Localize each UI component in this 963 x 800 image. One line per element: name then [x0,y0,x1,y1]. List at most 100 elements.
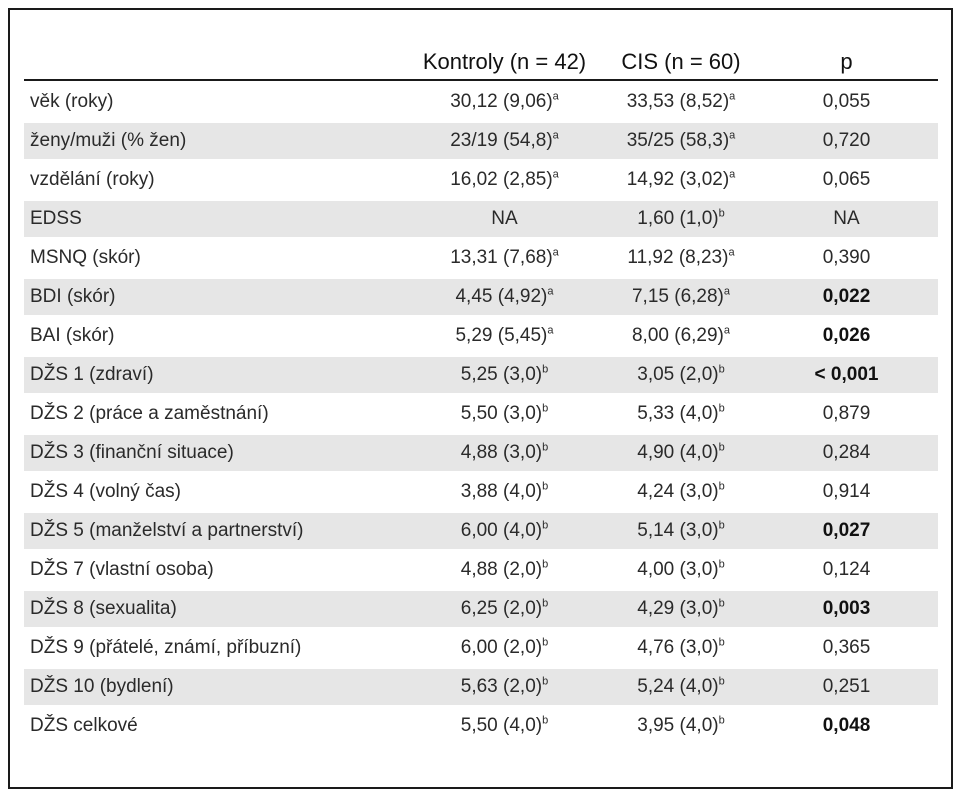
row-label: EDSS [24,201,402,237]
cis-value: 5,33 (4,0)b [607,396,755,432]
kontroly-value: 5,50 (3,0)b [402,396,607,432]
cis-value: 5,14 (3,0)b [607,513,755,549]
table-row: BAI (skór) 5,29 (5,45)a 8,00 (6,29)a 0,026 [24,318,938,354]
table-row: BDI (skór) 4,45 (4,92)a 7,15 (6,28)a 0,022 [24,279,938,315]
kontroly-value-text: 6,00 (4,0) [460,520,543,541]
p-value: 0,284 [755,435,938,471]
footnote-marker: a [729,90,736,103]
cis-value: 1,60 (1,0)b [607,201,755,237]
p-value: 0,124 [822,559,871,580]
kontroly-value-text: 30,12 (9,06) [450,91,553,112]
p-value: 0,914 [822,481,871,502]
table-row: DŽS 8 (sexualita) 6,25 (2,0)b 4,29 (3,0)b 0… [24,591,938,627]
footnote-marker: b [718,675,725,688]
footnote-marker: a [729,129,736,142]
row-label: DŽS 9 (přátelé, známí, příbuzní) [30,637,302,658]
kontroly-value: 3,88 (4,0)b [402,474,607,510]
footnote-marker: a [728,246,735,259]
table-header: Kontroly (n = 42) CIS (n = 60) p [24,41,938,81]
row-label: BDI (skór) [24,279,402,315]
row-label: DŽS 4 (volný čas) [30,481,181,502]
footnote-marker: b [718,558,725,571]
cis-value-text: 4,90 (4,0) [637,442,719,463]
footnote-marker: b [542,363,549,376]
header-label-column [24,41,402,81]
cis-value: 5,24 (4,0)b [607,669,755,705]
table-row: DŽS 10 (bydlení) 5,63 (2,0)b 5,24 (4,0)b 0,… [24,669,938,705]
kontroly-value: 30,12 (9,06)a [402,84,607,120]
table-row: DŽS 7 (vlastní osoba) 4,88 (2,0)b 4,00 (3,… [24,552,938,588]
cis-value-text: 14,92 (3,02) [626,169,730,190]
kontroly-value-text: 5,25 (3,0) [460,364,543,385]
cis-value: 11,92 (8,23)a [607,240,755,276]
kontroly-value: 6,00 (2,0)b [402,630,607,666]
footnote-marker: a [552,129,559,142]
footnote-marker: b [542,597,549,610]
row-label: DŽS 3 (finanční situace) [24,435,402,471]
kontroly-value: 4,88 (2,0)b [402,552,607,588]
kontroly-value: 4,45 (4,92)a [402,279,607,315]
table-row: věk (roky) 30,12 (9,06)a 33,53 (8,52)a 0,05… [24,84,938,120]
cis-value-text: 1,60 (1,0) [637,208,719,229]
cis-value-text: 11,92 (8,23) [627,247,729,268]
kontroly-value: 5,63 (2,0)b [402,669,607,705]
footnote-marker: b [718,636,725,649]
kontroly-value-text: 4,88 (3,0) [460,442,543,463]
cis-value-text: 35/25 (58,3) [626,130,730,151]
kontroly-value-text: 4,45 (4,92) [455,286,548,307]
header-p-value: p [755,41,938,81]
cis-value-text: 4,76 (3,0) [637,637,719,658]
kontroly-value: 6,00 (4,0)b [402,513,607,549]
footnote-marker: a [729,168,736,181]
table-row: vzdělání (roky) 16,02 (2,85)a 14,92 (3,02)… [24,162,938,198]
p-value: 0,365 [822,637,871,658]
footnote-marker: b [542,714,549,727]
p-value: 0,048 [822,715,871,736]
kontroly-value: NA [402,201,607,237]
kontroly-value-text: 6,25 (2,0) [460,598,543,619]
table-row: DŽS 2 (práce a zaměstnání) 5,50 (3,0)b 5,3… [24,396,938,432]
p-value: 0,720 [755,123,938,159]
footnote-marker: b [718,480,725,493]
footnote-marker: b [718,402,725,415]
table-row: EDSS NA 1,60 (1,0)b NA [24,201,938,237]
row-label: DŽS 10 (bydlení) [24,669,402,705]
kontroly-value-text: 13,31 (7,68) [450,247,553,268]
table-row: DŽS celkové 5,50 (4,0)b 3,95 (4,0)b 0,048 [24,708,938,744]
kontroly-value: 5,29 (5,45)a [402,318,607,354]
cis-value-text: 5,33 (4,0) [637,403,719,424]
row-label: MSNQ (skór) [30,247,141,268]
table-row: DŽS 9 (přátelé, známí, příbuzní) 6,00 (2,… [24,630,938,666]
footnote-marker: b [542,558,549,571]
kontroly-value-text: 3,88 (4,0) [460,481,543,502]
kontroly-value-text: 4,88 (2,0) [460,559,543,580]
table-row: DŽS 3 (finanční situace) 4,88 (3,0)b 4,90 … [24,435,938,471]
cis-value: 33,53 (8,52)a [607,84,755,120]
row-label: DŽS 7 (vlastní osoba) [30,559,214,580]
cis-value: 3,95 (4,0)b [607,708,755,744]
footnote-marker: b [542,636,549,649]
kontroly-value-text: 16,02 (2,85) [450,169,553,190]
p-value: 0,026 [822,325,871,346]
p-value: 0,879 [822,403,871,424]
cis-value: 35/25 (58,3)a [607,123,755,159]
p-value: 0,055 [822,91,871,112]
footnote-marker: b [542,441,549,454]
footnote-marker: b [542,675,549,688]
kontroly-value-text: NA [491,208,518,229]
kontroly-value-text: 5,29 (5,45) [455,325,548,346]
table-row: DŽS 4 (volný čas) 3,88 (4,0)b 4,24 (3,0)b 0… [24,474,938,510]
kontroly-value-text: 5,50 (3,0) [460,403,543,424]
kontroly-value-text: 5,63 (2,0) [460,676,543,697]
footnote-marker: b [718,714,725,727]
footnote-marker: a [723,324,731,337]
cis-value: 3,05 (2,0)b [607,357,755,393]
table-row: DŽS 5 (manželství a partnerství) 6,00 (4,… [24,513,938,549]
cis-value-text: 4,24 (3,0) [637,481,719,502]
footnote-marker: b [718,597,725,610]
row-label: DŽS 1 (zdraví) [24,357,402,393]
p-value: NA [755,201,938,237]
cis-value: 4,00 (3,0)b [607,552,755,588]
cis-value: 4,90 (4,0)b [607,435,755,471]
cis-value: 4,29 (3,0)b [607,591,755,627]
